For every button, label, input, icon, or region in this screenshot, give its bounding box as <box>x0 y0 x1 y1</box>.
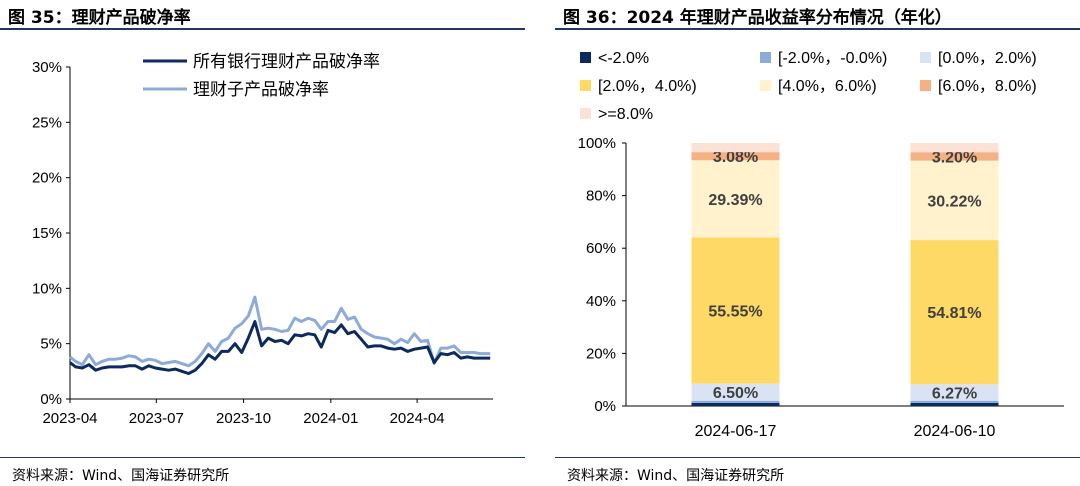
right-source-text: 资料来源：Wind、国海证券研究所 <box>567 468 785 484</box>
data-label: 6.27% <box>932 385 977 402</box>
y-tick-label: 30% <box>32 59 62 76</box>
legend-label: >=8.0% <box>598 106 653 123</box>
legend-label: 所有银行理财产品破净率 <box>193 52 380 71</box>
y-tick-label: 40% <box>586 293 616 310</box>
data-label: 3.08% <box>713 149 758 166</box>
data-label: 55.55% <box>708 304 762 321</box>
bar-segment <box>910 384 999 401</box>
x-tick-label: 2023-10 <box>216 410 271 427</box>
left-source-text: 资料来源：Wind、国海证券研究所 <box>12 468 230 484</box>
legend-label: [0.0%，2.0%) <box>938 50 1037 67</box>
right-source-rule <box>555 457 1080 458</box>
stacked-bar-chart: 0% 20% 40% 60% 80% 100% 6.50% 55.55% 29.39% 3.08%… <box>578 50 1064 440</box>
y-tick-label: 80% <box>586 188 616 205</box>
x-category-label: 2024-06-17 <box>695 423 777 440</box>
y-tick-label: 0% <box>594 398 616 415</box>
legend-swatch <box>580 80 591 91</box>
y-tick-label: 5% <box>40 336 62 353</box>
data-label: 6.50% <box>713 385 758 402</box>
series-line <box>69 320 491 375</box>
bar-segment <box>910 152 999 161</box>
y-tick-label: 20% <box>32 170 62 187</box>
legend-swatch <box>580 108 591 119</box>
bar-segment <box>910 160 999 241</box>
x-tick-label: 2023-07 <box>129 410 184 427</box>
x-tick-label: 2024-04 <box>390 410 445 427</box>
legend-label: [-2.0%，-0.0%) <box>778 50 887 67</box>
legend-label: [6.0%，8.0%) <box>938 78 1037 95</box>
bar-segment <box>691 237 780 384</box>
left-figure-panel: 图 35：理财产品破净率 0% 5% 10% 15% 20% 25% 30% 2023-04 2… <box>0 0 525 486</box>
y-tick-label: 20% <box>586 345 616 362</box>
legend-label: <-2.0% <box>598 50 649 67</box>
data-label: 29.39% <box>708 192 762 209</box>
y-tick-label: 0% <box>40 391 62 408</box>
bar-segment <box>691 152 780 161</box>
legend-swatch <box>920 80 931 91</box>
y-tick-label: 100% <box>578 135 616 152</box>
bar-segment <box>910 400 999 403</box>
bar-segment <box>691 402 780 406</box>
line-chart: 0% 5% 10% 15% 20% 25% 30% 2023-04 2023-07 2023-10… <box>32 52 493 427</box>
bar-segment <box>691 143 780 153</box>
data-label: 3.20% <box>932 149 977 166</box>
y-tick-label: 25% <box>32 114 62 131</box>
data-label: 54.81% <box>927 305 981 322</box>
left-source-rule <box>0 457 525 458</box>
legend-swatch <box>920 52 931 63</box>
legend-label: [4.0%，6.0%) <box>778 78 877 95</box>
bar-segment <box>691 400 780 403</box>
legend-swatch <box>760 52 771 63</box>
y-tick-label: 10% <box>32 280 62 297</box>
left-title-rule <box>0 28 525 30</box>
right-figure-panel: 图 36：2024 年理财产品收益率分布情况（年化） 0% 20% 40% 60% 80… <box>555 0 1080 486</box>
series-line <box>69 295 491 368</box>
bar-segment <box>910 402 999 406</box>
bar-segment <box>691 383 780 401</box>
y-tick-label: 15% <box>32 225 62 242</box>
x-category-label: 2024-06-10 <box>914 423 996 440</box>
right-figure-title: 图 36：2024 年理财产品收益率分布情况（年化） <box>563 8 952 28</box>
bar-segment <box>910 240 999 385</box>
left-figure-title: 图 35：理财产品破净率 <box>8 8 191 28</box>
bar-segment <box>910 143 999 153</box>
x-tick-label: 2023-04 <box>42 410 97 427</box>
right-title-rule <box>555 28 1080 30</box>
x-tick-label: 2024-01 <box>303 410 358 427</box>
y-tick-label: 60% <box>586 240 616 257</box>
data-label: 30.22% <box>927 193 981 210</box>
legend-label: 理财子产品破净率 <box>193 80 329 99</box>
legend-swatch <box>760 80 771 91</box>
bar-segment <box>691 160 780 238</box>
legend-swatch <box>580 52 591 63</box>
legend-label: [2.0%，4.0%) <box>598 78 697 95</box>
